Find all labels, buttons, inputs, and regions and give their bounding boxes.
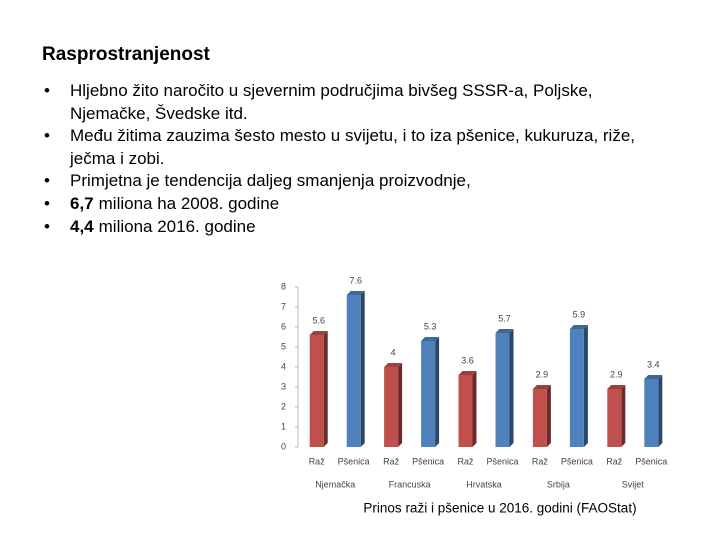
y-tick-label: 3	[281, 381, 286, 391]
data-label: 5.3	[424, 321, 437, 331]
bar	[309, 335, 324, 447]
x-series-label: Raž	[457, 456, 474, 466]
x-series-label: Raž	[532, 456, 549, 466]
y-tick-label: 6	[281, 321, 286, 331]
bullet-list: Hljebno žito naročito u sjevernim područ…	[44, 80, 644, 238]
bullet-text: miliona 2016. godine	[98, 216, 256, 236]
bar-side	[509, 329, 514, 447]
y-tick-label: 1	[281, 421, 286, 431]
data-label: 4	[391, 347, 396, 357]
x-series-label: Raž	[383, 456, 400, 466]
bar	[569, 329, 584, 447]
slide-title: Rasprostranjenost	[42, 44, 210, 65]
x-series-label: Pšenica	[486, 456, 518, 466]
x-category-label: Srbija	[547, 479, 570, 489]
data-label: 2.9	[610, 369, 623, 379]
bar-side	[472, 371, 477, 447]
bullet-bold: 6,7	[70, 193, 94, 213]
bar-side	[546, 385, 551, 447]
x-category-label: Svijet	[622, 479, 645, 489]
bar	[421, 341, 436, 447]
bar-top	[458, 371, 477, 375]
data-label: 5.6	[312, 315, 325, 325]
x-series-label: Pšenica	[561, 456, 593, 466]
bar	[495, 333, 510, 447]
bar-top	[569, 325, 588, 329]
bullet-text: Hljebno žito naročito u sjevernim područ…	[70, 81, 593, 123]
bar	[607, 389, 622, 447]
x-series-label: Pšenica	[635, 456, 667, 466]
bar-top	[495, 329, 514, 333]
bar-top	[532, 385, 551, 389]
y-tick-label: 0	[281, 441, 286, 451]
data-label: 3.4	[647, 359, 660, 369]
bar-top	[607, 385, 626, 389]
bar-side	[398, 363, 403, 447]
y-tick-label: 7	[281, 301, 286, 311]
bar	[346, 295, 361, 447]
bar-side	[435, 337, 440, 447]
bar-side	[360, 291, 365, 447]
bar-top	[644, 375, 663, 379]
x-series-label: Raž	[309, 456, 326, 466]
data-label: 7.6	[349, 275, 362, 285]
bar-side	[658, 375, 663, 447]
chart-caption: Prinos raži i pšenice u 2016. godini (FA…	[363, 501, 636, 516]
bullet-bold: 4,4	[70, 216, 94, 236]
data-label: 2.9	[536, 369, 549, 379]
y-tick-label: 4	[281, 361, 286, 371]
bullet-text: Među žitima zauzima šesto mesto u svijet…	[70, 126, 636, 168]
bullet-text: miliona ha 2008. godine	[98, 193, 280, 213]
bar	[458, 375, 473, 447]
x-series-label: Pšenica	[338, 456, 370, 466]
y-tick-label: 2	[281, 401, 286, 411]
x-series-label: Raž	[606, 456, 623, 466]
bullet-item: Među žitima zauzima šesto mesto u svijet…	[44, 125, 644, 170]
data-label: 3.6	[461, 355, 474, 365]
bullet-item: Primjetna je tendencija daljeg smanjenja…	[44, 170, 644, 193]
x-category-label: Hrvatska	[466, 479, 502, 489]
bar-top	[384, 363, 403, 367]
bar-top	[421, 337, 440, 341]
bar-top	[346, 291, 365, 295]
bar-top	[309, 331, 328, 335]
data-label: 5.7	[498, 313, 511, 323]
x-category-label: Francuska	[389, 479, 431, 489]
bar-side	[323, 331, 328, 447]
x-category-label: Njemačka	[315, 479, 355, 489]
bullet-text: Primjetna je tendencija daljeg smanjenja…	[70, 171, 471, 191]
bar	[532, 389, 547, 447]
y-tick-label: 5	[281, 341, 286, 351]
bullet-item: Hljebno žito naročito u sjevernim područ…	[44, 80, 644, 125]
bar-side	[583, 325, 588, 447]
bar	[644, 379, 659, 447]
bar	[384, 367, 399, 447]
bar-side	[621, 385, 626, 447]
data-label: 5.9	[573, 309, 586, 319]
y-tick-label: 8	[281, 281, 286, 291]
x-series-label: Pšenica	[412, 456, 444, 466]
